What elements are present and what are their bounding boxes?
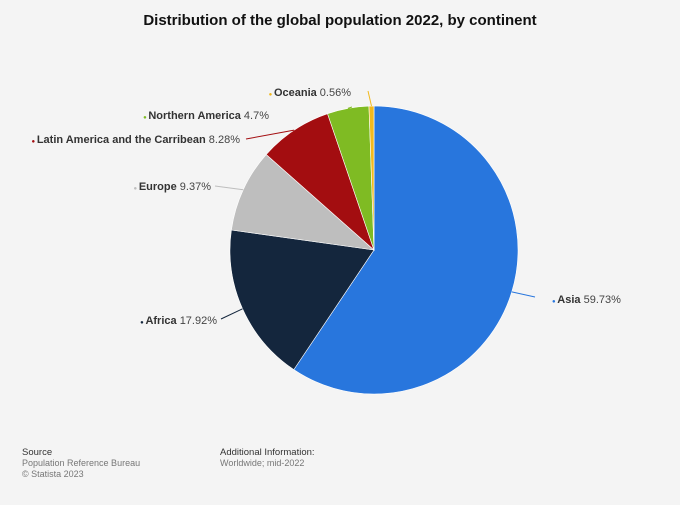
chart-title: Distribution of the global population 20…: [143, 12, 537, 29]
slice-label-northern-america: ● Northern America 4.7%: [143, 110, 269, 122]
leader-line-asia: [511, 291, 536, 298]
source-line: Population Reference Bureau: [22, 458, 141, 468]
source-heading: Source: [22, 447, 53, 458]
pie-slice-africa[interactable]: [229, 229, 375, 371]
slice-label-europe: ● Europe 9.37%: [134, 181, 212, 193]
slice-value: 8.28%: [209, 134, 240, 146]
slice-value: 0.56%: [320, 87, 351, 99]
legend-bullet-icon: ●: [143, 115, 148, 121]
legend-bullet-icon: ●: [32, 139, 37, 145]
slice-label-africa: ● Africa 17.92%: [140, 315, 217, 327]
slice-label-latin-america-and-the-carribean: ● Latin America and the Carribean 8.28%: [32, 134, 241, 146]
legend-bullet-icon: ●: [140, 320, 145, 326]
slice-label-oceania: ● Oceania 0.56%: [269, 87, 352, 99]
slice-name: Northern America: [148, 110, 244, 122]
source-block: Source Population Reference Bureau © Sta…: [22, 447, 140, 480]
leader-line-northern-america: [347, 106, 353, 109]
slice-name: Asia: [557, 294, 583, 306]
copyright-line: © Statista 2023: [22, 469, 84, 479]
slice-value: 9.37%: [180, 181, 211, 193]
pie-slice-europe[interactable]: [231, 154, 375, 251]
slice-value: 59.73%: [584, 294, 622, 306]
slice-name: Oceania: [274, 87, 320, 99]
leader-line-europe: [214, 185, 244, 191]
legend-bullet-icon: ●: [269, 92, 274, 98]
additional-info-heading: Additional Information:: [220, 447, 315, 458]
slice-value: 4.7%: [244, 110, 269, 122]
slice-label-asia: ● Asia 59.73%: [552, 294, 621, 306]
legend-bullet-icon: ●: [552, 299, 557, 305]
leader-line-oceania: [367, 90, 372, 107]
slice-name: Africa: [145, 315, 179, 327]
slice-value: 17.92%: [180, 315, 218, 327]
slice-name: Latin America and the Carribean: [37, 134, 209, 146]
pie-chart: ● Asia 59.73%● Africa 17.92%● Europe 9.3…: [32, 87, 621, 395]
leader-line-latin-america-and-the-carribean: [245, 129, 295, 140]
slice-name: Europe: [139, 181, 180, 193]
leader-line-africa: [220, 308, 243, 320]
legend-bullet-icon: ●: [134, 186, 139, 192]
additional-info-block: Additional Information: Worldwide; mid-2…: [220, 447, 315, 469]
additional-info-line: Worldwide; mid-2022: [220, 458, 305, 468]
